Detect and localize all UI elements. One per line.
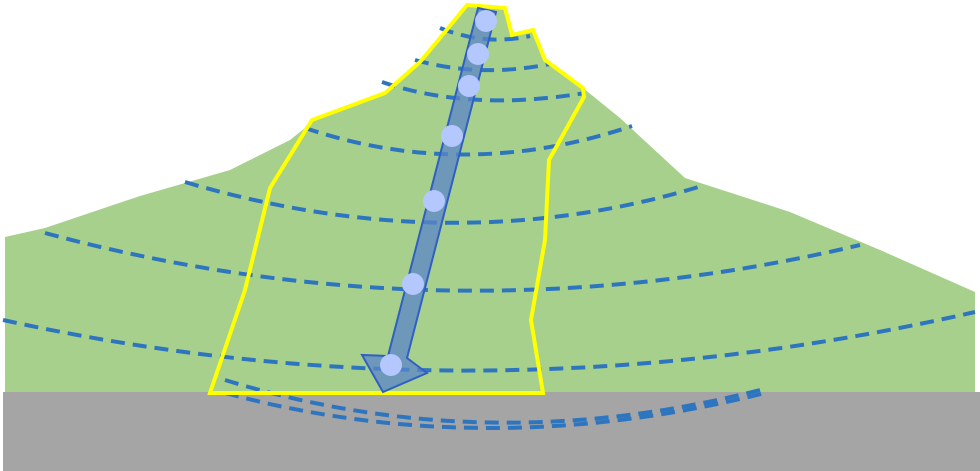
contour-lines: [2, 26, 976, 430]
contour-line: [304, 124, 633, 157]
contour-line: [224, 391, 766, 430]
particle: [423, 190, 445, 212]
particle: [467, 43, 489, 65]
particle: [475, 10, 497, 32]
particle: [402, 273, 424, 295]
particle: [380, 354, 402, 376]
particles: [380, 10, 497, 376]
hillside-area: [5, 5, 975, 392]
particle: [441, 125, 463, 147]
ground-layer: [3, 392, 980, 471]
particle: [458, 75, 480, 97]
boundary-outline: [207, 2, 587, 395]
contour-line: [381, 80, 586, 103]
contour-line: [44, 231, 861, 293]
contour-line: [184, 180, 706, 225]
contour-line: [2, 310, 976, 373]
contour-line: [224, 378, 761, 425]
